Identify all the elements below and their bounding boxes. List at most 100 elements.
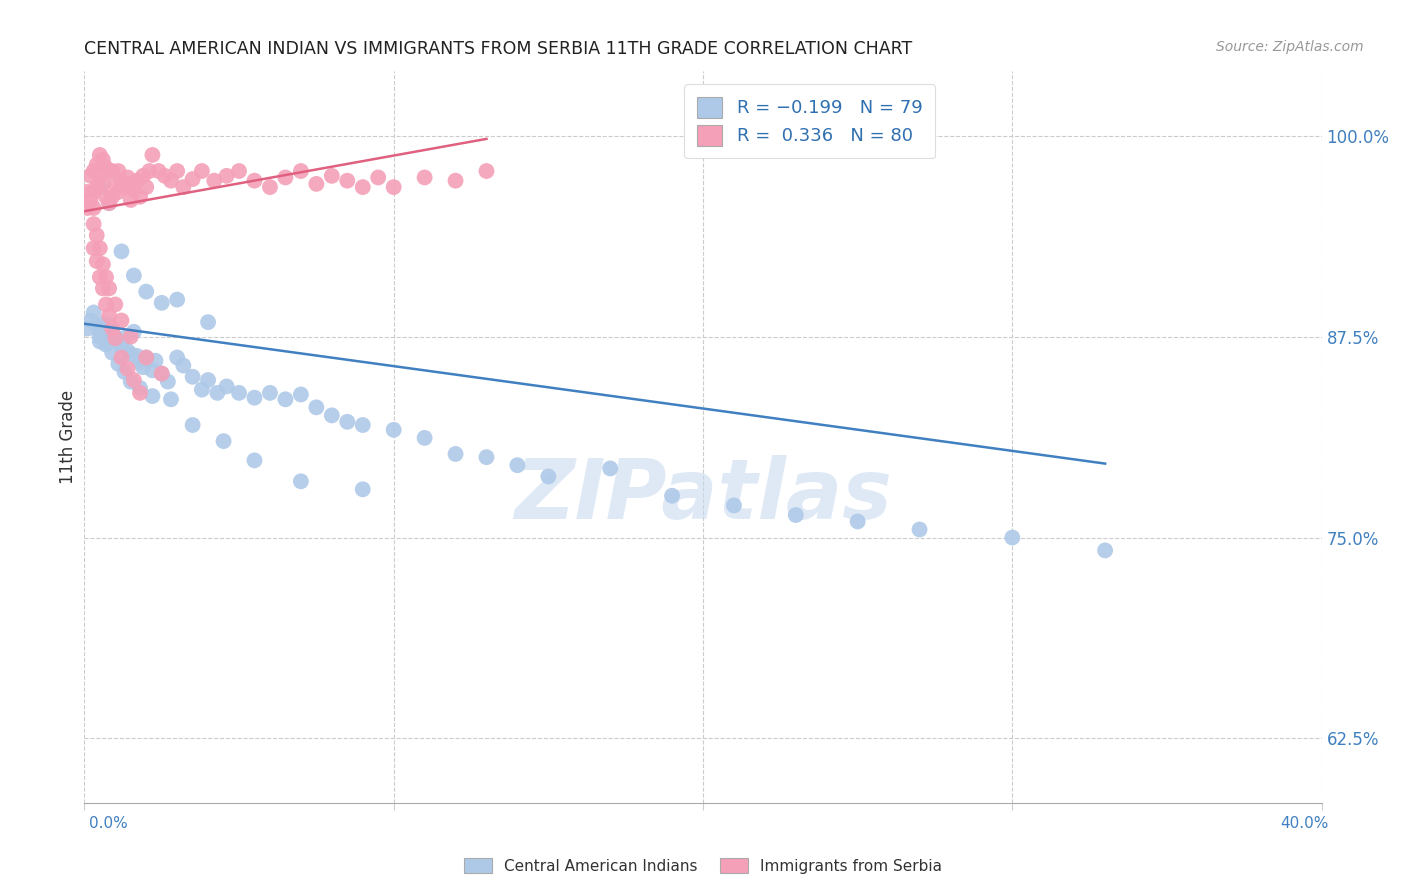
Point bbox=[506, 458, 529, 473]
Point bbox=[89, 334, 111, 349]
Point bbox=[145, 353, 167, 368]
Point bbox=[336, 415, 359, 429]
Point bbox=[166, 351, 188, 365]
Point bbox=[352, 483, 374, 497]
Point bbox=[86, 228, 108, 243]
Point bbox=[243, 453, 266, 467]
Point bbox=[382, 180, 405, 194]
Point bbox=[117, 361, 139, 376]
Point bbox=[153, 169, 176, 183]
Point bbox=[336, 174, 359, 188]
Point bbox=[172, 359, 194, 373]
Point bbox=[86, 254, 108, 268]
Point bbox=[129, 190, 152, 204]
Point bbox=[1094, 543, 1116, 558]
Point bbox=[166, 293, 188, 307]
Point bbox=[723, 499, 745, 513]
Point bbox=[76, 185, 98, 199]
Point bbox=[537, 469, 560, 483]
Point bbox=[181, 369, 204, 384]
Point bbox=[129, 355, 152, 369]
Point bbox=[321, 169, 343, 183]
Point bbox=[91, 281, 114, 295]
Point bbox=[110, 313, 132, 327]
Point bbox=[243, 174, 266, 188]
Point bbox=[120, 329, 142, 343]
Point bbox=[413, 170, 436, 185]
Point bbox=[321, 409, 343, 423]
Point bbox=[215, 379, 238, 393]
Point bbox=[305, 401, 328, 415]
Point bbox=[166, 164, 188, 178]
Point bbox=[107, 336, 129, 351]
Point bbox=[290, 475, 312, 489]
Point bbox=[89, 241, 111, 255]
Point bbox=[86, 158, 108, 172]
Point bbox=[76, 201, 98, 215]
Point bbox=[91, 153, 114, 167]
Point bbox=[83, 164, 105, 178]
Point bbox=[150, 367, 173, 381]
Point bbox=[76, 321, 98, 335]
Point bbox=[138, 164, 160, 178]
Point bbox=[135, 351, 157, 365]
Point bbox=[89, 270, 111, 285]
Point bbox=[94, 328, 117, 343]
Point bbox=[599, 461, 621, 475]
Point bbox=[107, 185, 129, 199]
Point bbox=[122, 268, 145, 283]
Legend: R = −0.199   N = 79, R =  0.336   N = 80: R = −0.199 N = 79, R = 0.336 N = 80 bbox=[685, 84, 935, 158]
Point bbox=[83, 305, 105, 319]
Point bbox=[382, 423, 405, 437]
Point bbox=[117, 344, 139, 359]
Point bbox=[83, 185, 105, 199]
Point bbox=[228, 164, 250, 178]
Point bbox=[107, 164, 129, 178]
Point bbox=[83, 217, 105, 231]
Point bbox=[101, 190, 124, 204]
Point bbox=[114, 331, 136, 345]
Point bbox=[89, 325, 111, 339]
Point bbox=[150, 367, 173, 381]
Point bbox=[91, 257, 114, 271]
Point bbox=[91, 177, 114, 191]
Point bbox=[101, 325, 124, 339]
Point bbox=[132, 169, 155, 183]
Point bbox=[120, 347, 142, 361]
Point bbox=[120, 375, 142, 389]
Point bbox=[444, 447, 467, 461]
Point bbox=[101, 321, 124, 335]
Point bbox=[114, 365, 136, 379]
Point bbox=[91, 317, 114, 331]
Text: 40.0%: 40.0% bbox=[1281, 816, 1329, 831]
Point bbox=[661, 489, 683, 503]
Point bbox=[141, 148, 163, 162]
Point bbox=[83, 201, 105, 215]
Point bbox=[156, 375, 179, 389]
Point bbox=[243, 391, 266, 405]
Point bbox=[129, 385, 152, 400]
Point bbox=[79, 313, 101, 327]
Point bbox=[228, 385, 250, 400]
Point bbox=[120, 193, 142, 207]
Point bbox=[110, 244, 132, 259]
Point bbox=[202, 174, 225, 188]
Point bbox=[352, 180, 374, 194]
Point bbox=[94, 337, 117, 351]
Point bbox=[785, 508, 807, 522]
Point bbox=[475, 450, 498, 465]
Text: CENTRAL AMERICAN INDIAN VS IMMIGRANTS FROM SERBIA 11TH GRADE CORRELATION CHART: CENTRAL AMERICAN INDIAN VS IMMIGRANTS FR… bbox=[84, 40, 912, 58]
Point bbox=[444, 174, 467, 188]
Point bbox=[79, 193, 101, 207]
Point bbox=[98, 196, 121, 211]
Point bbox=[132, 360, 155, 375]
Point bbox=[107, 357, 129, 371]
Point bbox=[148, 164, 170, 178]
Point bbox=[413, 431, 436, 445]
Point bbox=[94, 161, 117, 175]
Point bbox=[191, 383, 214, 397]
Point bbox=[114, 180, 136, 194]
Y-axis label: 11th Grade: 11th Grade bbox=[59, 390, 77, 484]
Point bbox=[122, 373, 145, 387]
Point bbox=[1001, 531, 1024, 545]
